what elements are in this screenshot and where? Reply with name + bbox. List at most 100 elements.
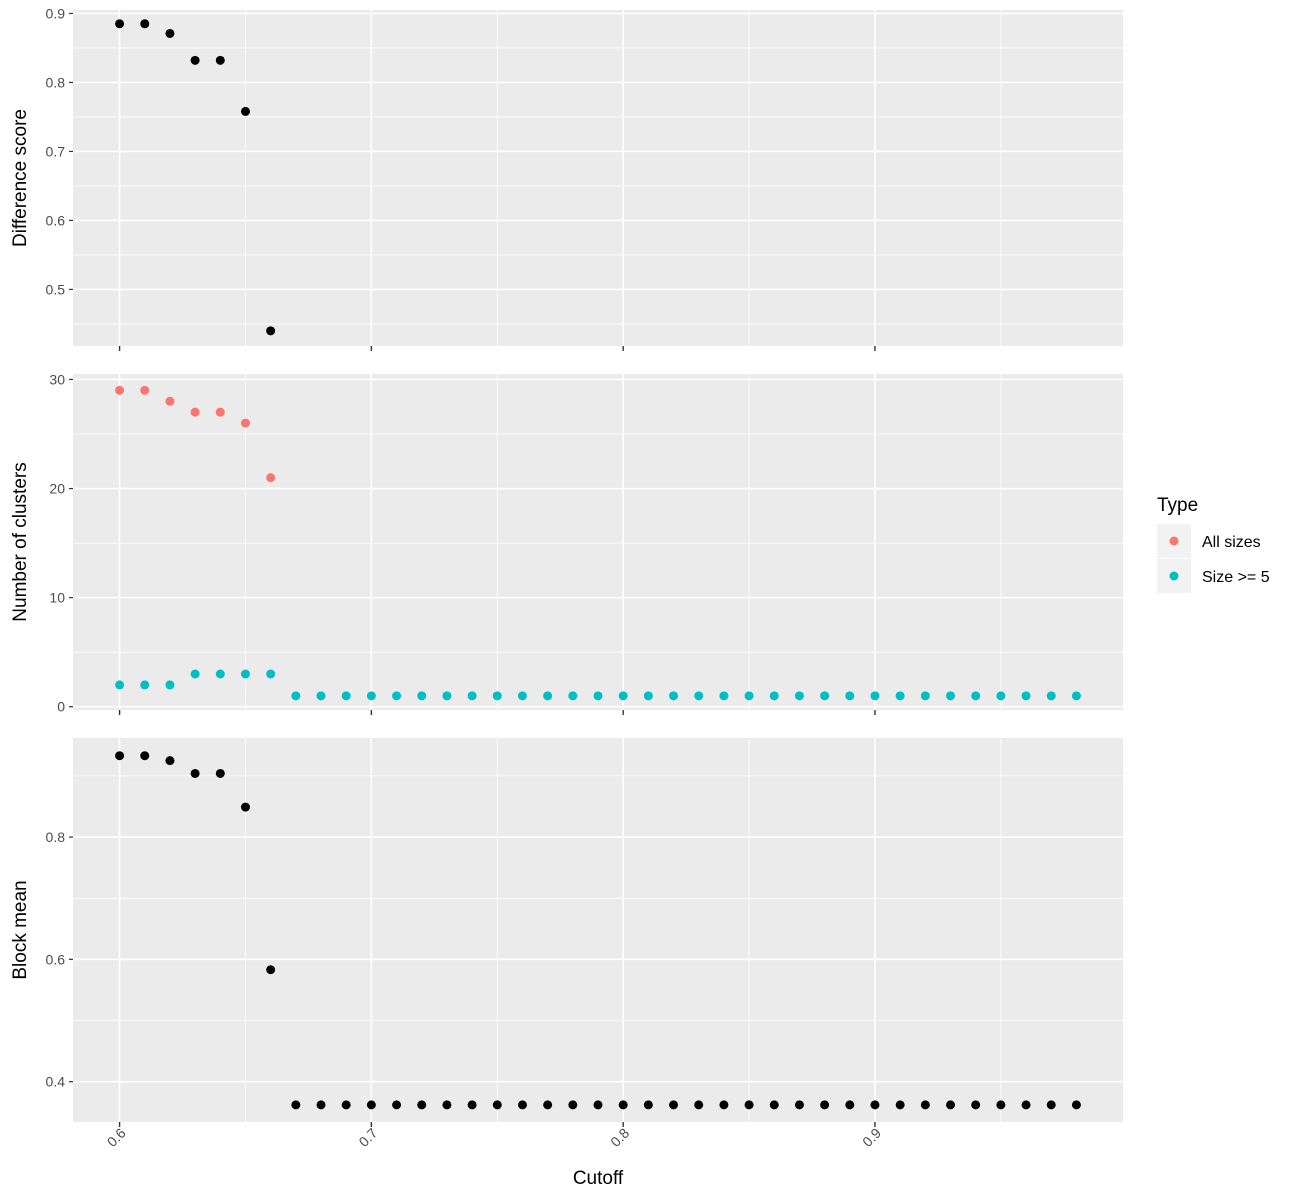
data-point [618,691,628,701]
y-tick-label: 0 [57,699,65,715]
data-point [719,691,729,701]
legend-title: Type [1157,495,1198,516]
data-point [669,1100,679,1110]
legend-label-size-ge-5: Size >= 5 [1202,569,1270,586]
y-tick-label: 0.8 [46,829,66,845]
y-tick-label: 0.6 [46,951,66,967]
data-point [190,669,200,679]
data-point [140,680,150,690]
data-point [593,1100,603,1110]
panel-1: 0.5 0.6 0.7 0.8 0.9 Difference score [10,5,1123,351]
y-tick-label: 20 [49,481,65,497]
y-axis-title: Block mean [10,880,31,979]
data-point [694,691,704,701]
panel-background [73,374,1123,710]
y-tick-label: 0.8 [46,74,66,90]
data-point [266,326,276,336]
data-point [744,691,754,701]
data-point [820,1100,830,1110]
data-point [341,1100,351,1110]
data-point [517,691,527,701]
data-point [115,680,125,690]
data-point [895,691,905,701]
data-point [744,1100,754,1110]
data-point [996,1100,1006,1110]
data-point [316,1100,326,1110]
data-point [215,768,225,778]
data-point [392,1100,402,1110]
data-point [870,1100,880,1110]
data-point [769,691,779,701]
data-point [971,691,981,701]
y-tick-label: 30 [49,371,65,387]
data-point [417,1100,427,1110]
data-point [946,1100,956,1110]
data-point [417,691,427,701]
data-point [467,1100,477,1110]
data-point [266,965,276,975]
data-point [165,396,175,406]
data-point [492,691,502,701]
data-point [1071,1100,1081,1110]
panel-3: 0.4 0.6 0.8 Block mean [10,738,1123,1127]
y-tick-label: 10 [49,590,65,606]
data-point [291,1100,301,1110]
data-point [240,106,250,116]
data-point [115,385,125,395]
data-point [794,1100,804,1110]
data-point [719,1100,729,1110]
y-axis-title: Number of clusters [10,462,31,621]
data-point [543,691,553,701]
data-point [618,1100,628,1110]
plot-panels: 0.5 0.6 0.7 0.8 0.9 Difference score 0 10 20 30 Nu… [10,5,1123,1150]
data-point [392,691,402,701]
data-point [820,691,830,701]
data-point [215,669,225,679]
data-point [920,1100,930,1110]
y-tick-label: 0.6 [46,212,66,228]
data-point [442,1100,452,1110]
data-point [291,691,301,701]
data-point [140,751,150,761]
data-point [165,680,175,690]
data-point [190,768,200,778]
data-point [669,691,679,701]
data-point [140,19,150,29]
data-point [366,691,376,701]
data-point [266,669,276,679]
data-point [115,751,125,761]
y-axis-title: Difference score [10,109,31,247]
data-point [593,691,603,701]
data-point [996,691,1006,701]
data-point [115,19,125,29]
panel-background [73,738,1123,1122]
data-point [1021,691,1031,701]
data-point [492,1100,502,1110]
data-point [1046,1100,1056,1110]
data-point [266,473,276,483]
data-point [946,691,956,701]
data-point [165,756,175,766]
data-point [643,1100,653,1110]
data-point [920,691,930,701]
data-point [366,1100,376,1110]
y-tick-label: 0.7 [46,143,66,159]
data-point [240,669,250,679]
data-point [870,691,880,701]
data-point [543,1100,553,1110]
data-point [467,691,477,701]
data-point [1046,691,1056,701]
legend: Type All sizes Size >= 5 [1157,495,1270,593]
data-point [517,1100,527,1110]
panel-2: 0 10 20 30 Number of clusters [10,371,1123,715]
y-tick-label: 0.4 [46,1074,66,1090]
data-point [568,1100,578,1110]
legend-label-all-sizes: All sizes [1202,534,1261,551]
data-point [442,691,452,701]
data-point [240,418,250,428]
data-point [971,1100,981,1110]
data-point [140,385,150,395]
x-axis-title: Cutoff [573,1168,624,1189]
data-point [568,691,578,701]
